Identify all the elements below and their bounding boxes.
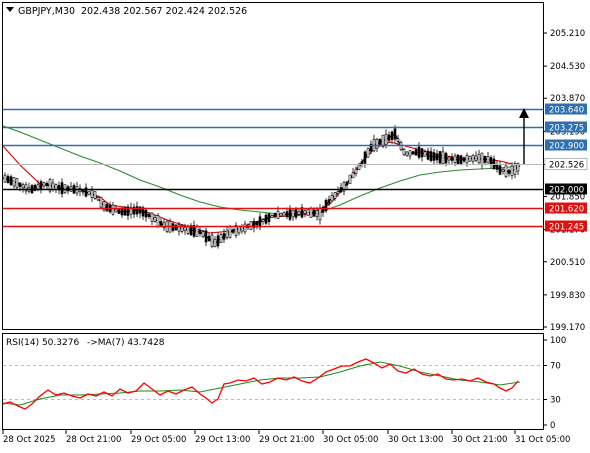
price-tick-label: 199.170 — [550, 323, 585, 333]
price-tick-label: 203.870 — [550, 94, 585, 104]
rsi-line — [2, 358, 519, 410]
triangle-down-icon[interactable] — [6, 7, 14, 12]
price-tick-label: 204.530 — [550, 62, 585, 72]
price-axis: 205.210204.530203.870203.190202.510201.8… — [543, 29, 585, 333]
rsi-label: RSI(14) 50.3276 — [6, 338, 79, 348]
time-tick-label: 31 Oct 05:00 — [515, 435, 570, 445]
resistance-level-tag — [545, 103, 587, 115]
rsi-tick-label: 30 — [550, 396, 561, 406]
price-tick-label: 200.510 — [550, 258, 585, 268]
level-lines: 203.640 203.275 202.900 202.000 201.620 201.2… — [3, 103, 587, 233]
price-tick-label: 201.850 — [550, 193, 585, 203]
arrow-up-icon — [519, 108, 529, 164]
rsi-tick-label: 70 — [550, 362, 561, 372]
price-tick-label: 199.830 — [550, 291, 585, 301]
symbol-title: GBPJPY,M30 — [18, 6, 75, 17]
time-tick-label: 28 Oct 2025 — [3, 435, 56, 445]
main-pane[interactable] — [2, 2, 544, 330]
time-tick-label: 29 Oct 13:00 — [195, 435, 250, 445]
time-tick-label: 28 Oct 21:00 — [66, 435, 121, 445]
price-tick-label: 205.210 — [550, 29, 585, 39]
time-axis: 28 Oct 2025 28 Oct 21:00 29 Oct 05:00 29 Oc… — [2, 430, 570, 445]
resistance-level-label: 202.900 — [549, 142, 584, 152]
support-level-label: 201.245 — [549, 223, 584, 233]
time-tick-label: 30 Oct 13:00 — [388, 435, 443, 445]
current-price-label: 202.526 — [549, 161, 584, 171]
current-price-tag: 202.526 — [544, 158, 588, 171]
support-level-tag — [545, 220, 587, 232]
resistance-level-label: 203.275 — [549, 124, 584, 134]
rsi-tick-label: 0 — [550, 421, 555, 431]
time-tick-label: 29 Oct 05:00 — [131, 435, 186, 445]
resistance-level-label: 203.640 — [549, 106, 584, 116]
time-tick-label: 30 Oct 05:00 — [323, 435, 378, 445]
pivot-level-label: 202.000 — [549, 186, 584, 196]
resistance-level-tag — [545, 121, 587, 133]
ohlc-readout: 202.438 202.567 202.424 202.526 — [81, 6, 247, 17]
resistance-level-tag — [545, 139, 587, 151]
support-level-label: 201.620 — [549, 205, 584, 215]
time-tick-label: 30 Oct 21:00 — [452, 435, 507, 445]
rsi-pane[interactable] — [2, 333, 544, 430]
rsi-axis: 100 70 30 0 — [3, 336, 566, 431]
rsi-ma-label: ->MA(7) 43.7428 — [87, 338, 165, 348]
slow-moving-average-line — [2, 125, 521, 216]
pivot-level-tag — [545, 183, 587, 195]
rsi-tick-label: 100 — [550, 336, 566, 346]
support-level-tag — [545, 202, 587, 214]
time-tick-label: 29 Oct 21:00 — [259, 435, 314, 445]
